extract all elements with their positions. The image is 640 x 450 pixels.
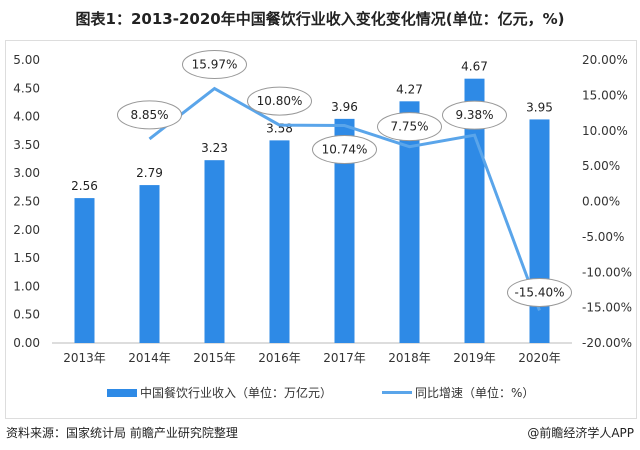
line-data-label: 7.75%: [390, 120, 428, 134]
left-tick-label: 4.00: [13, 110, 40, 124]
left-tick-label: 2.00: [13, 223, 40, 237]
left-tick-label: 1.50: [13, 251, 40, 265]
bar: [269, 140, 290, 343]
x-tick-label: 2013年: [63, 351, 106, 365]
legend-label-line: 同比增速（单位：%）: [415, 386, 535, 400]
left-tick-label: 2.50: [13, 195, 40, 209]
x-tick-label: 2016年: [258, 351, 301, 365]
x-tick-label: 2018年: [388, 351, 431, 365]
bar: [334, 118, 355, 343]
line-label-bubble: [117, 100, 182, 130]
bar-data-label: 2.56: [71, 179, 98, 193]
x-tick-label: 2015年: [193, 351, 236, 365]
line-data-label: -15.40%: [514, 285, 564, 299]
bar-data-label: 4.27: [396, 82, 423, 96]
credit: @前瞻经济学人APP: [527, 426, 634, 440]
line-data-label: 10.80%: [257, 94, 303, 108]
source-note: 资料来源：国家统计局 前瞻产业研究院整理: [6, 426, 238, 440]
x-tick-label: 2019年: [453, 351, 496, 365]
line-data-label: 15.97%: [192, 58, 238, 72]
line-label-bubble: [247, 86, 312, 116]
right-tick-label: -15.00%: [582, 301, 632, 315]
right-tick-label: 20.00%: [582, 53, 628, 67]
right-tick-label: 15.00%: [582, 88, 628, 102]
legend-item-line: 同比增速（单位：%）: [382, 384, 534, 401]
right-tick-label: -5.00%: [582, 230, 624, 244]
bar-data-label: 3.23: [201, 141, 228, 155]
chart-title: 图表1：2013-2020年中国餐饮行业收入变化变化情况(单位：亿元，%): [75, 10, 565, 28]
line-label-bubble: [312, 135, 377, 165]
left-tick-label: 3.00: [13, 166, 40, 180]
right-tick-label: 0.00%: [582, 195, 620, 209]
bar: [399, 101, 420, 344]
bar: [74, 198, 95, 343]
bar: [204, 160, 225, 343]
growth-line: [148, 86, 541, 311]
right-tick-label: 5.00%: [582, 159, 620, 173]
right-tick-label: -20.00%: [582, 336, 632, 350]
line-data-label: 9.38%: [455, 108, 493, 122]
x-tick-label: 2014年: [128, 351, 171, 365]
line-label-bubble: [182, 50, 247, 80]
right-tick-label: 10.00%: [582, 124, 628, 138]
legend-item-bar: 中国餐饮行业收入（单位：万亿元）: [107, 384, 332, 401]
line-label-bubble: [377, 112, 442, 142]
left-tick-label: 3.50: [13, 138, 40, 152]
left-tick-label: 0.00: [13, 336, 40, 350]
bar-data-label: 3.96: [331, 100, 358, 114]
chart-frame: [5, 40, 637, 419]
left-tick-label: 4.50: [13, 81, 40, 95]
bar-data-label: 2.79: [136, 166, 163, 180]
left-tick-label: 1.00: [13, 279, 40, 293]
legend-swatch-line: [382, 391, 412, 394]
bar-data-label: 4.67: [461, 60, 488, 74]
line-label-bubble: [442, 100, 507, 130]
x-tick-label: 2017年: [323, 351, 366, 365]
right-tick-label: -10.00%: [582, 265, 632, 279]
legend-label-bar: 中国餐饮行业收入（单位：万亿元）: [140, 386, 333, 400]
line-data-label: 8.85%: [130, 108, 168, 122]
bar: [139, 185, 160, 343]
x-tick-label: 2020年: [518, 351, 561, 365]
line-data-label: 10.74%: [322, 143, 368, 157]
left-tick-label: 5.00: [13, 53, 40, 67]
left-tick-label: 0.50: [13, 308, 40, 322]
bar-data-label: 3.95: [526, 100, 553, 114]
legend-swatch-bar: [107, 388, 137, 397]
line-label-bubble: [507, 277, 572, 307]
